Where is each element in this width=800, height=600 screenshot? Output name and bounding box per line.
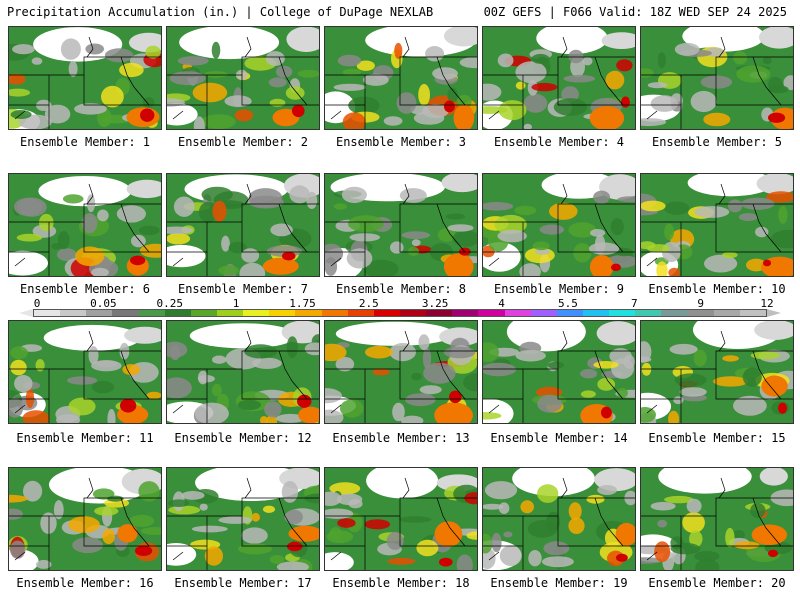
- colorbar-swatch: [530, 310, 557, 316]
- colorbar-swatch: [426, 310, 453, 316]
- ensemble-map-panel: [640, 173, 794, 277]
- ensemble-map-panel: [640, 26, 794, 130]
- colorbar-swatch: [713, 310, 740, 316]
- ensemble-member-label: Ensemble Member: 11: [16, 431, 154, 445]
- colorbar-tick-label: 2.5: [358, 297, 379, 310]
- colorbar-tick-label: 1: [232, 297, 240, 310]
- colorbar-tick-label: 7: [630, 297, 638, 310]
- ensemble-map-panel: [166, 173, 320, 277]
- ensemble-member-label: Ensemble Member: 17: [174, 576, 312, 590]
- ensemble-member-label: Ensemble Member: 7: [177, 282, 309, 296]
- ensemble-map-panel: [324, 26, 478, 130]
- ensemble-map-panel: [324, 320, 478, 424]
- colorbar-swatch: [556, 310, 583, 316]
- ensemble-map-panel: [8, 467, 162, 571]
- ensemble-member-label: Ensemble Member: 14: [490, 431, 628, 445]
- ensemble-map-panel: [640, 467, 794, 571]
- ensemble-map-panel: [166, 320, 320, 424]
- colorbar-tick-label: 0.05: [90, 297, 117, 310]
- ensemble-map-panel: [482, 320, 636, 424]
- precip-colorbar: 0 0.05 0.25 1 1.75 2.5 3.25 4 5.5 7 9 12: [15, 297, 785, 321]
- colorbar-swatch: [347, 310, 374, 316]
- ensemble-member-label: Ensemble Member: 5: [651, 135, 783, 149]
- ensemble-map-panel: [8, 320, 162, 424]
- colorbar-swatch: [373, 310, 400, 316]
- colorbar-tick-label: 4: [498, 297, 505, 310]
- ensemble-member-label: Ensemble Member: 15: [648, 431, 786, 445]
- ensemble-map-panel: [324, 173, 478, 277]
- colorbar-swatch: [609, 310, 636, 316]
- ensemble-member-label: Ensemble Member: 2: [177, 135, 309, 149]
- ensemble-member-label: Ensemble Member: 9: [493, 282, 625, 296]
- ensemble-member-label: Ensemble Member: 20: [648, 576, 786, 590]
- colorbar-swatch: [687, 310, 714, 316]
- colorbar-swatch: [504, 310, 531, 316]
- ensemble-member-label: Ensemble Member: 18: [332, 576, 470, 590]
- ensemble-map-panel: [640, 320, 794, 424]
- colorbar-swatch: [635, 310, 662, 316]
- ensemble-member-label: Ensemble Member: 19: [490, 576, 628, 590]
- ensemble-member-label: Ensemble Member: 1: [19, 135, 151, 149]
- colorbar-swatch: [321, 310, 348, 316]
- colorbar-swatch: [190, 310, 217, 316]
- colorbar-swatch: [243, 310, 270, 316]
- ensemble-member-label: Ensemble Member: 8: [335, 282, 467, 296]
- colorbar-tick-label: 0.25: [156, 297, 183, 310]
- colorbar-swatch: [478, 310, 505, 316]
- colorbar-tick-label: 1.75: [289, 297, 316, 310]
- colorbar-swatch: [216, 310, 244, 316]
- ensemble-map-panel: [482, 173, 636, 277]
- ensemble-map-panel: [8, 173, 162, 277]
- ensemble-member-label: Ensemble Member: 13: [332, 431, 470, 445]
- ensemble-map-panel: [324, 467, 478, 571]
- colorbar-min-arrow: [19, 309, 33, 317]
- colorbar-tick-label: 12: [760, 297, 774, 310]
- colorbar-swatch: [295, 310, 322, 316]
- ensemble-member-label: Ensemble Member: 3: [335, 135, 467, 149]
- ensemble-member-label: Ensemble Member: 6: [19, 282, 151, 296]
- colorbar-swatch: [112, 310, 139, 316]
- colorbar-swatch: [452, 310, 479, 316]
- colorbar-swatch: [269, 310, 296, 316]
- ensemble-member-label: Ensemble Member: 10: [648, 282, 786, 296]
- colorbar-swatch: [60, 310, 87, 316]
- colorbar-tick-label: 0: [33, 297, 41, 310]
- ensemble-map-panel: [166, 26, 320, 130]
- colorbar-swatch: [164, 310, 191, 316]
- ensemble-map-panel: [166, 467, 320, 571]
- colorbar-max-arrow: [767, 309, 781, 317]
- colorbar-swatch: [34, 310, 61, 316]
- ensemble-map-panel: [482, 467, 636, 571]
- colorbar-swatch: [661, 310, 688, 316]
- ensemble-map-panel: [8, 26, 162, 130]
- ensemble-map-panel: [482, 26, 636, 130]
- colorbar-swatch: [582, 310, 610, 316]
- ensemble-member-label: Ensemble Member: 12: [174, 431, 312, 445]
- map-title: Precipitation Accumulation (in.) | Colle…: [7, 5, 434, 19]
- ensemble-member-label: Ensemble Member: 4: [493, 135, 625, 149]
- colorbar-swatches: [33, 309, 767, 317]
- colorbar-swatch: [138, 310, 165, 316]
- colorbar-swatch: [86, 310, 113, 316]
- colorbar-tick-label: 5.5: [557, 297, 578, 310]
- colorbar-swatch: [739, 310, 766, 316]
- colorbar-tick-label: 9: [697, 297, 704, 310]
- ensemble-member-label: Ensemble Member: 16: [16, 576, 154, 590]
- model-valid-time: 00Z GEFS | F066 Valid: 18Z WED SEP 24 20…: [483, 5, 787, 19]
- colorbar-swatch: [399, 310, 427, 316]
- colorbar-tick-label: 3.25: [421, 297, 449, 310]
